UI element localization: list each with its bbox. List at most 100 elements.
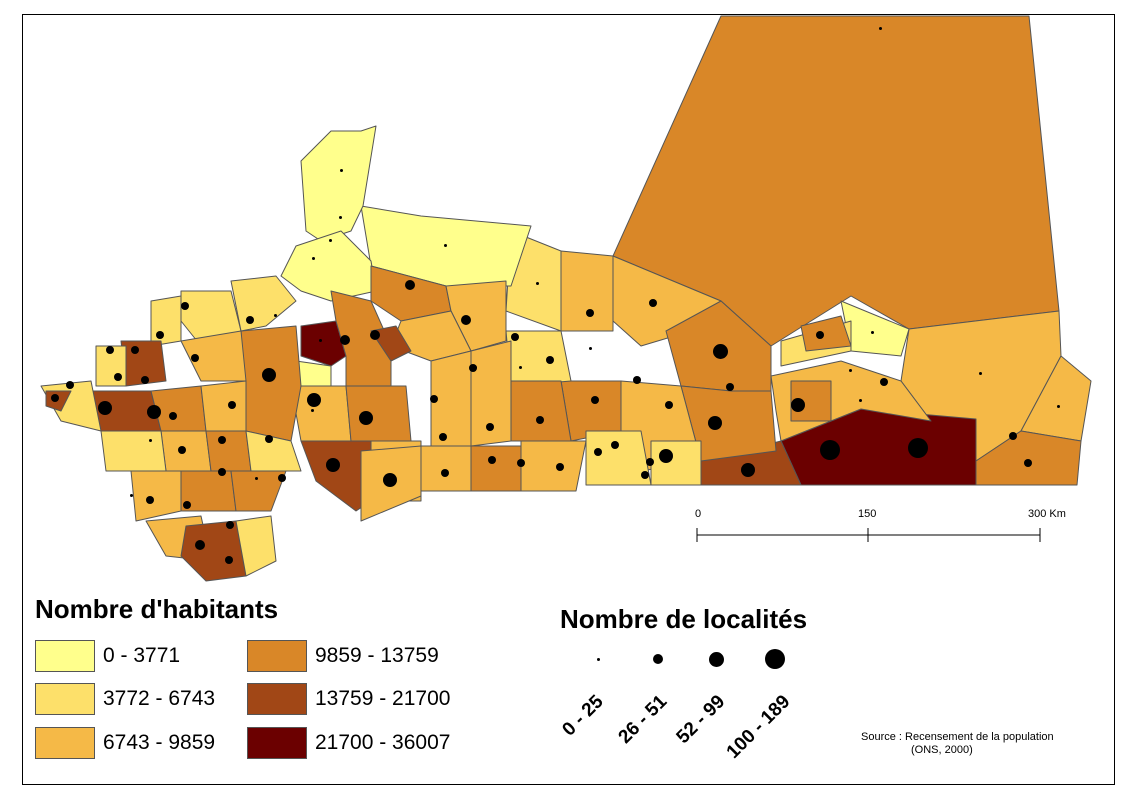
locality-marker xyxy=(183,501,191,509)
region-north-spike xyxy=(300,125,377,242)
population-swatch-4 xyxy=(247,683,307,715)
locality-marker xyxy=(148,438,152,442)
locality-marker xyxy=(443,243,447,247)
scale-tick-300: 300 Km xyxy=(1028,508,1066,520)
choropleth-map xyxy=(40,15,1092,582)
locality-marker xyxy=(820,440,840,460)
locality-marker xyxy=(556,463,564,471)
locality-marker xyxy=(665,401,673,409)
locality-marker xyxy=(1056,404,1060,408)
locality-symbol-0 xyxy=(596,657,600,661)
locality-marker xyxy=(588,346,592,350)
locality-marker xyxy=(225,556,233,564)
population-label-3: 9859 - 13759 xyxy=(315,644,439,667)
locality-symbol-1 xyxy=(653,654,663,664)
locality-marker xyxy=(310,408,314,412)
locality-marker xyxy=(195,540,205,550)
locality-marker xyxy=(254,476,258,480)
population-legend-title: Nombre d'habitants xyxy=(35,594,279,624)
locality-marker xyxy=(262,368,276,382)
region-w10 xyxy=(205,430,252,472)
region-w13 xyxy=(130,470,182,522)
locality-marker xyxy=(469,364,477,372)
locality-marker xyxy=(106,346,114,354)
locality-marker xyxy=(816,331,824,339)
region-c-brown-2 xyxy=(370,325,412,362)
locality-marker xyxy=(181,302,189,310)
locality-marker xyxy=(156,331,164,339)
locality-marker xyxy=(191,354,199,362)
locality-marker xyxy=(131,346,139,354)
locality-marker xyxy=(848,368,852,372)
population-swatch-5 xyxy=(247,727,307,759)
source-note: Source : Recensement de la population (O… xyxy=(861,731,1054,757)
region-c-10 xyxy=(345,385,412,442)
locality-marker xyxy=(383,473,397,487)
region-w1 xyxy=(240,325,302,442)
locality-marker xyxy=(518,365,522,369)
region-w22 xyxy=(230,275,297,332)
locality-marker xyxy=(741,463,755,477)
locality-marker xyxy=(328,238,332,242)
scale-tick-0: 0 xyxy=(695,508,702,520)
region-m2 xyxy=(445,280,507,352)
locality-marker xyxy=(535,281,539,285)
region-w17 xyxy=(180,520,247,582)
locality-marker xyxy=(169,412,177,420)
locality-marker xyxy=(228,401,236,409)
locality-marker xyxy=(649,299,657,307)
population-swatch-1 xyxy=(35,683,95,715)
source-line-2: (ONS, 2000) xyxy=(911,744,973,756)
locality-marker xyxy=(307,393,321,407)
region-w3 xyxy=(150,295,182,347)
population-label-4: 13759 - 21700 xyxy=(315,687,451,710)
map-frame xyxy=(22,14,1115,785)
locality-marker xyxy=(265,435,273,443)
locality-marker xyxy=(712,343,728,359)
region-w15 xyxy=(230,470,287,512)
population-label-1: 3772 - 6743 xyxy=(103,687,216,710)
scale-bar-graphic xyxy=(696,528,1041,542)
region-w9 xyxy=(160,430,212,472)
locality-marker xyxy=(659,449,673,463)
locality-marker xyxy=(340,335,350,345)
scale-tick-150: 150 xyxy=(858,508,877,520)
locality-marker xyxy=(430,395,438,403)
region-w8 xyxy=(200,380,247,432)
locality-marker xyxy=(461,315,471,325)
locality-marker xyxy=(486,423,494,431)
region-east-5 xyxy=(800,315,852,352)
locality-marker xyxy=(326,458,340,472)
locality-symbol-3 xyxy=(765,649,785,669)
locality-marker xyxy=(146,496,154,504)
locality-marker xyxy=(370,330,380,340)
locality-marker xyxy=(594,448,602,456)
locality-marker xyxy=(439,433,447,441)
locality-marker xyxy=(141,376,149,384)
locality-marker xyxy=(246,316,254,324)
locality-marker xyxy=(441,469,449,477)
population-label-5: 21700 - 36007 xyxy=(315,731,451,754)
locality-marker xyxy=(218,436,226,444)
locality-marker xyxy=(98,401,112,415)
locality-marker xyxy=(791,398,805,412)
locality-marker xyxy=(339,168,343,172)
locality-marker xyxy=(586,309,594,317)
locality-marker xyxy=(405,280,415,290)
locality-marker xyxy=(226,521,234,529)
locality-marker xyxy=(114,373,122,381)
locality-marker xyxy=(273,313,277,317)
scale-bar: 0 150 300 Km xyxy=(695,508,1075,548)
locality-marker xyxy=(546,356,554,364)
locality-marker xyxy=(646,458,654,466)
locality-marker xyxy=(878,26,882,30)
locality-marker xyxy=(726,383,734,391)
population-swatch-3 xyxy=(247,640,307,672)
region-c-yellow xyxy=(295,360,332,387)
region-w18 xyxy=(235,515,277,577)
locality-marker xyxy=(908,438,928,458)
region-north-w xyxy=(280,230,377,302)
region-center-dark xyxy=(300,320,347,367)
locality-marker xyxy=(178,446,186,454)
source-line-1: Source : Recensement de la population xyxy=(861,731,1054,743)
